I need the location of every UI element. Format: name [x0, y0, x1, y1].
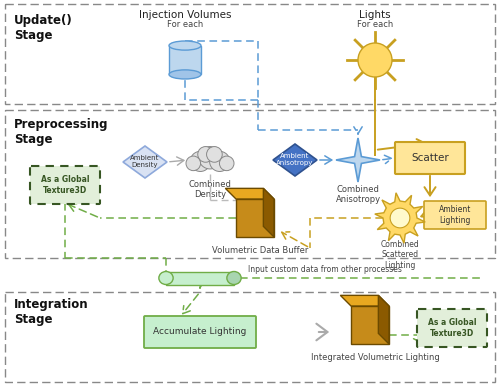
Ellipse shape	[169, 70, 201, 79]
Text: Preprocessing
Stage: Preprocessing Stage	[14, 118, 108, 146]
Text: Ambient
Density: Ambient Density	[130, 156, 160, 169]
FancyBboxPatch shape	[395, 142, 465, 174]
FancyBboxPatch shape	[30, 166, 100, 204]
Bar	[5, 292, 495, 382]
Circle shape	[390, 208, 410, 228]
Text: Ambient
Anisotropy: Ambient Anisotropy	[276, 154, 314, 166]
Polygon shape	[226, 188, 274, 199]
Circle shape	[186, 156, 200, 171]
Polygon shape	[351, 306, 389, 344]
Text: Volumetric Data Buffer: Volumetric Data Buffer	[212, 246, 308, 255]
Text: Integrated Volumetric Lighting: Integrated Volumetric Lighting	[310, 353, 440, 362]
Polygon shape	[236, 199, 274, 237]
Polygon shape	[273, 144, 317, 176]
Circle shape	[206, 147, 222, 162]
Polygon shape	[340, 295, 389, 306]
Text: Lights: Lights	[359, 10, 391, 20]
Circle shape	[199, 147, 221, 169]
Text: Combined
Scattered
Lighting: Combined Scattered Lighting	[380, 240, 420, 270]
Circle shape	[358, 43, 392, 77]
Bar	[169, 46, 201, 74]
Text: As a Global
Texture3D: As a Global Texture3D	[428, 318, 476, 338]
Text: Combined
Anisotropy: Combined Anisotropy	[336, 185, 380, 205]
Bar	[5, 110, 495, 258]
Text: Input custom data from other processes: Input custom data from other processes	[248, 265, 402, 274]
Text: For each: For each	[357, 20, 393, 29]
Ellipse shape	[159, 271, 173, 284]
Text: Integration
Stage: Integration Stage	[14, 298, 88, 326]
Text: Ambient
Lighting: Ambient Lighting	[439, 205, 471, 225]
FancyBboxPatch shape	[144, 316, 256, 348]
Polygon shape	[336, 138, 380, 182]
FancyBboxPatch shape	[424, 201, 486, 229]
FancyBboxPatch shape	[417, 309, 487, 347]
Ellipse shape	[227, 271, 241, 284]
Text: As a Global
Texture3D: As a Global Texture3D	[41, 175, 89, 195]
Text: Injection Volumes: Injection Volumes	[139, 10, 231, 20]
Bar	[166, 271, 234, 284]
Circle shape	[198, 147, 214, 162]
Circle shape	[210, 151, 230, 171]
Bar	[5, 4, 495, 104]
Text: Scatter: Scatter	[411, 153, 449, 163]
Text: Accumulate Lighting: Accumulate Lighting	[154, 327, 246, 337]
Polygon shape	[378, 295, 389, 344]
Text: Combined
Density: Combined Density	[188, 180, 232, 200]
Text: For each: For each	[167, 20, 203, 29]
Circle shape	[190, 151, 210, 171]
Text: Update()
Stage: Update() Stage	[14, 14, 73, 42]
Circle shape	[220, 156, 234, 171]
Polygon shape	[375, 193, 425, 243]
Polygon shape	[264, 188, 274, 237]
Ellipse shape	[169, 41, 201, 50]
Polygon shape	[123, 146, 167, 178]
